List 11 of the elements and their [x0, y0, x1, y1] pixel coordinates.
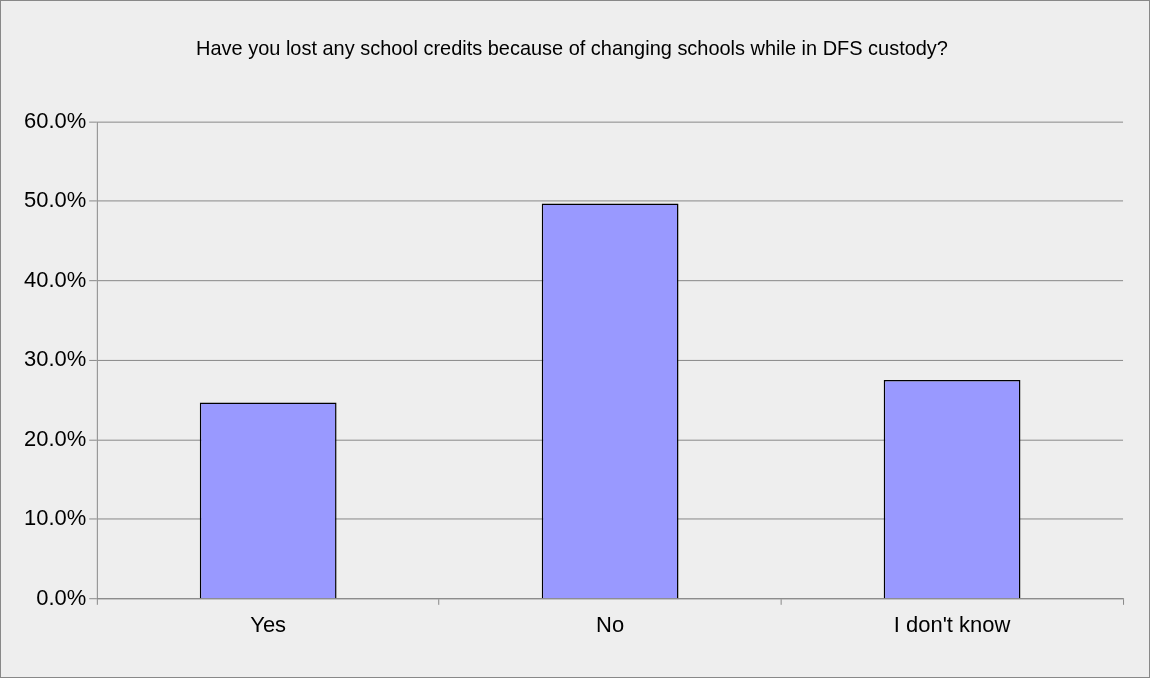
y-tick-label: 30.0%: [23, 346, 87, 372]
y-tick-label: 20.0%: [23, 425, 87, 451]
x-tick-label: Yes: [250, 612, 287, 637]
y-tick-label: 60.0%: [23, 107, 87, 133]
y-tick-label: 10.0%: [23, 505, 87, 531]
x-tick-label: No: [596, 612, 625, 637]
y-tick-label: 40.0%: [23, 266, 87, 292]
y-tick-label: 0.0%: [36, 584, 87, 610]
x-tick-label: I don't know: [893, 612, 1011, 637]
y-tick-label: 50.0%: [23, 187, 87, 213]
chart-title: Have you lost any school credits because of changing schools while in DFS custody?: [196, 36, 948, 59]
